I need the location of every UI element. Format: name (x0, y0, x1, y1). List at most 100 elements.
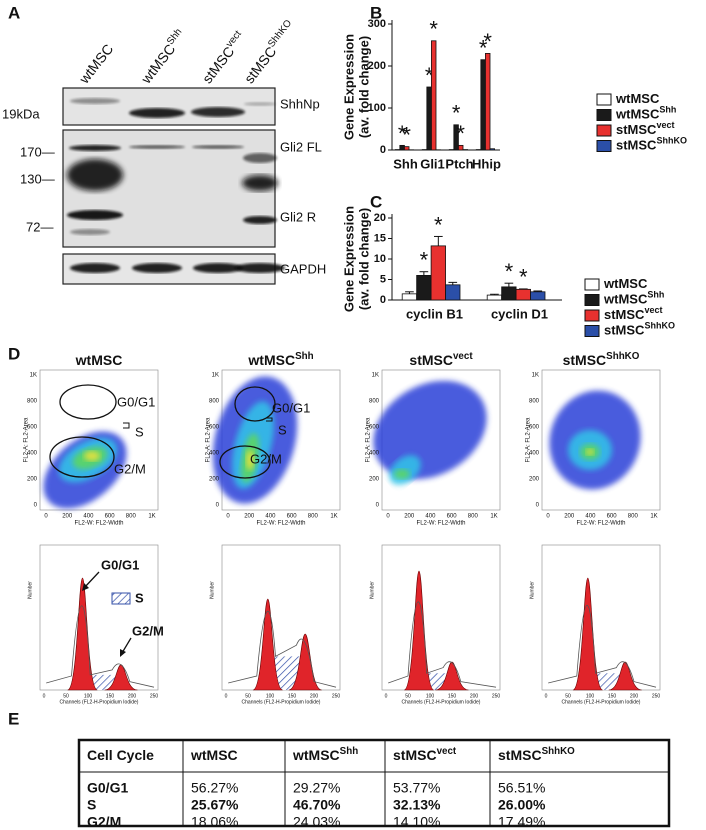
blot-band (129, 145, 185, 149)
gate-label: G0/G1 (117, 394, 155, 409)
x-tick-label: cyclin B1 (406, 306, 463, 321)
legend-entry: stMSCvect (604, 305, 662, 322)
bar-chart: 0 100 200 300 Gene Expression (av. fold chang… (341, 17, 687, 172)
legend-name: wtMSC (615, 91, 660, 106)
hist-x-tick-label: 250 (150, 693, 159, 699)
flow-title-base: wtMSC (247, 352, 295, 368)
hist-x-tick-label: 100 (426, 693, 435, 699)
blot-band (191, 107, 245, 117)
bar (430, 245, 446, 301)
bar (530, 291, 546, 301)
hist-x-tick-label: 150 (608, 693, 617, 699)
x-tick-label: 0 (386, 514, 390, 520)
blot-band (70, 98, 120, 104)
y-tick-label: 800 (209, 399, 220, 405)
table-cell: 32.13% (393, 797, 441, 813)
flow-plot: wtMSCShh00020020050400400100600600150800… (206, 351, 341, 706)
table-cell: G2/M (87, 814, 121, 830)
blot-row-label: GAPDH (280, 261, 326, 276)
arrow-head (120, 649, 126, 657)
blot-band (70, 263, 120, 273)
bar (480, 59, 486, 151)
legend-swatch (584, 278, 600, 291)
legend-entry: stMSCvect (616, 120, 674, 137)
mw-marker: 72— (26, 219, 53, 234)
y-tick-label: 600 (209, 425, 220, 431)
y-tick-label: 100 (368, 102, 386, 114)
x-tick-label: 1K (330, 514, 337, 520)
x-axis-title: FL2-W: FL2-Width (577, 521, 626, 527)
flow-title: wtMSCShh (247, 351, 313, 368)
significance-star: * (479, 36, 488, 61)
table-header: wtMSC (190, 747, 238, 763)
hist-outline (388, 601, 497, 688)
table-cell: 46.70% (293, 797, 341, 813)
flow-plot: stMSCShhKO000200200504004001006006001508… (526, 351, 661, 706)
panel-label: D (8, 344, 20, 363)
panel-label: C (370, 192, 382, 211)
bar (431, 40, 437, 151)
blot-row-label: Gli2 R (280, 209, 316, 224)
hist-x-tick-label: 0 (225, 693, 228, 699)
hist-x-tick-label: 150 (448, 693, 457, 699)
gate-label: G0/G1 (272, 400, 310, 415)
x-tick-label: Ptch (445, 156, 473, 171)
mw-marker: 170— (20, 144, 55, 159)
table-header-base: Cell Cycle (87, 747, 154, 763)
x-tick-label: 0 (546, 514, 550, 520)
y-axis-label: (av. fold change) (356, 36, 371, 138)
gate (49, 436, 115, 478)
hist-x-tick-label: 250 (492, 693, 501, 699)
legend-entry: stMSCShhKO (616, 136, 687, 153)
gate-label: S (135, 424, 144, 439)
g-peak (67, 577, 98, 691)
table-header-base: stMSC (393, 747, 437, 763)
s-bracket (266, 417, 273, 422)
hist-x-tick-label: 200 (630, 693, 639, 699)
y-axis-title: FL2-A: FL2-Area (206, 417, 212, 462)
gate (234, 386, 276, 422)
x-tick-label: 800 (468, 514, 479, 520)
y-tick-label: 0 (34, 503, 38, 509)
legend-entry: stMSCShhKO (604, 321, 675, 338)
table-header-base: wtMSC (292, 747, 340, 763)
lane-label: stMSCShhKO (240, 17, 299, 86)
significance-star: * (505, 259, 514, 284)
y-tick-label: 800 (529, 399, 540, 405)
y-tick-label: 300 (368, 18, 386, 30)
hist-x-tick-label: 200 (470, 693, 479, 699)
y-tick-label: 400 (369, 451, 380, 457)
hist-outline (548, 604, 657, 688)
bar (486, 294, 503, 301)
bar (426, 86, 432, 151)
flow-title-sup: vect (453, 351, 473, 362)
flow-title-base: stMSC (563, 352, 607, 368)
blot-band (235, 263, 285, 273)
x-tick-label: Gli1 (420, 156, 445, 171)
arrow (83, 571, 100, 589)
y-tick-label: 1K (30, 373, 37, 379)
table-header: stMSCShhKO (498, 746, 575, 763)
table-cell: G0/G1 (87, 780, 128, 796)
legend-swatch (584, 294, 600, 306)
x-tick-label: 200 (564, 514, 575, 520)
significance-star: * (420, 248, 429, 273)
x-axis-title: FL2-W: FL2-Width (417, 521, 466, 527)
legend-name: wtMSC (603, 276, 648, 291)
gate-label: G2/M (250, 451, 282, 466)
legend-entry: wtMSCShh (615, 105, 676, 122)
x-tick-label: 400 (585, 514, 596, 520)
hist-x-tick-label: 250 (332, 693, 341, 699)
table-cell: 29.27% (293, 780, 340, 796)
hist-x-tick-label: 150 (288, 693, 297, 699)
table-header: Cell Cycle (87, 747, 154, 763)
x-tick-label: 1K (148, 514, 155, 520)
blot-band (242, 175, 278, 191)
y-tick-label: 400 (27, 451, 38, 457)
hist-x-tick-label: 200 (310, 693, 319, 699)
legend-swatch (596, 140, 612, 152)
x-tick-label: 0 (226, 514, 230, 520)
x-tick-label: Shh (393, 156, 418, 171)
table-cell: 25.67% (191, 797, 239, 813)
